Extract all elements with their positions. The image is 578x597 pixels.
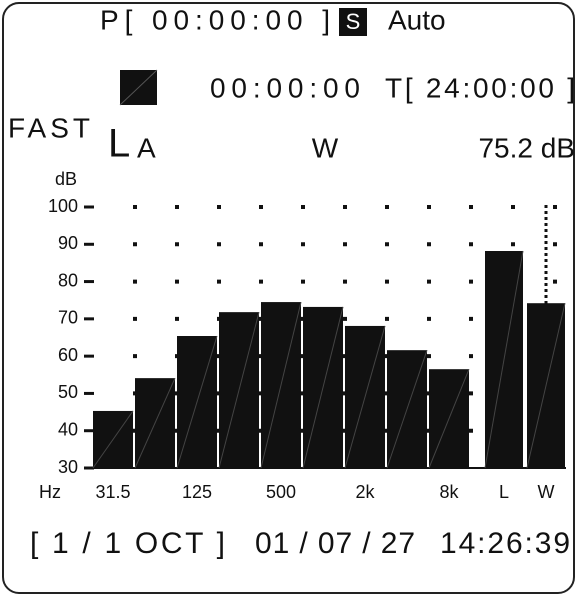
store-mode: S (346, 9, 361, 34)
x-tick-label: W (538, 482, 555, 502)
period: P[ 00:00:00 ] (100, 4, 330, 35)
y-axis-label: dB (55, 169, 77, 189)
bar-hatch (218, 312, 260, 469)
frequency-weighting: A (137, 132, 156, 163)
bar-hatch (92, 410, 134, 469)
y-tick-label: 60 (58, 345, 78, 365)
level-symbol: L (108, 122, 130, 166)
bar-hatch (260, 301, 302, 469)
bar-hatch (344, 325, 386, 469)
date: 01 / 07 / 27 (255, 527, 415, 560)
y-tick-label: 90 (58, 233, 78, 253)
bar-hatch (484, 250, 524, 469)
x-tick-label: L (499, 482, 509, 502)
y-tick-label: 100 (48, 196, 78, 216)
y-tick-label: 70 (58, 308, 78, 328)
store-box (339, 8, 367, 36)
x-tick-label: 2k (355, 482, 375, 502)
y-tick-label: 40 (58, 419, 78, 439)
band-mode: [ 1 / 1 OCT ] (30, 527, 225, 560)
bar-hatch (428, 369, 470, 469)
target: T[ 24:00:00 ] (385, 72, 575, 103)
x-tick-label: 500 (266, 482, 296, 502)
band-weighting: W (312, 132, 339, 163)
y-tick-label: 80 (58, 270, 78, 290)
bar-hatch (526, 303, 566, 469)
x-tick-label: 31.5 (95, 482, 130, 502)
y-tick-label: 30 (58, 457, 78, 477)
x-axis-label: Hz (39, 482, 61, 502)
bar-hatch (134, 377, 176, 469)
status-icon-diagonal (119, 69, 158, 106)
x-tick-label: 8k (439, 482, 459, 502)
auto: Auto (388, 4, 446, 35)
time: 14:26:39 (440, 527, 570, 560)
bar-hatch (302, 306, 344, 469)
bar-hatch (176, 335, 218, 469)
y-tick-label: 50 (58, 382, 78, 402)
x-tick-label: 125 (182, 482, 212, 502)
bar-hatch (386, 350, 428, 469)
level: 75.2 dB (478, 132, 575, 163)
